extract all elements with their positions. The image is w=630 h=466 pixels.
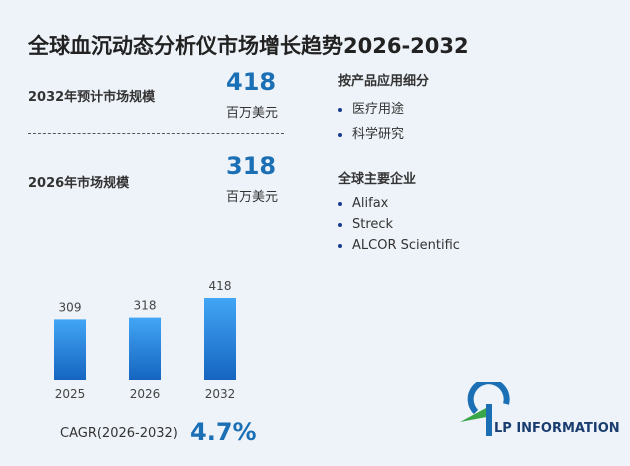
segment: 医疗用途 (352, 98, 404, 117)
bar-chart: 309 2025 318 2026 418 2032 (54, 279, 236, 401)
segments-heading: 按产品应用细分 (338, 74, 430, 89)
x-tick-label: 2026 (130, 387, 161, 401)
data-label: 309 (59, 300, 82, 314)
logo-icon (460, 382, 510, 436)
companies-list: Alifax Streck ALCOR Scientific (338, 196, 460, 259)
stat-unit: 百万美元 (226, 106, 279, 121)
divider (28, 133, 284, 134)
bar (204, 298, 236, 380)
stat-unit: 百万美元 (226, 190, 279, 205)
bar (54, 319, 86, 380)
bar (129, 317, 161, 380)
companies-heading: 全球主要企业 (338, 172, 417, 187)
data-label: 418 (209, 279, 232, 293)
data-label: 318 (134, 299, 157, 313)
company: Alifax (352, 196, 460, 211)
x-tick-label: 2025 (55, 387, 86, 401)
segment: 科学研究 (352, 123, 404, 142)
stat-value: 418 (226, 68, 277, 96)
cagr-value: 4.7% (190, 418, 257, 446)
company: Streck (352, 217, 460, 232)
segments-list: 医疗用途 科学研究 (338, 98, 404, 148)
x-tick-label: 2032 (205, 387, 236, 401)
stat-label: 2026年市场规模 (28, 176, 130, 191)
stat-label: 2032年预计市场规模 (28, 90, 156, 105)
brand: LP INFORMATION (494, 421, 620, 436)
stat-value: 318 (226, 152, 277, 180)
cagr-label: CAGR(2026-2032) (60, 426, 178, 441)
title: 全球血沉动态分析仪市场增长趋势2026-2032 (28, 34, 469, 58)
company: ALCOR Scientific (352, 238, 460, 253)
